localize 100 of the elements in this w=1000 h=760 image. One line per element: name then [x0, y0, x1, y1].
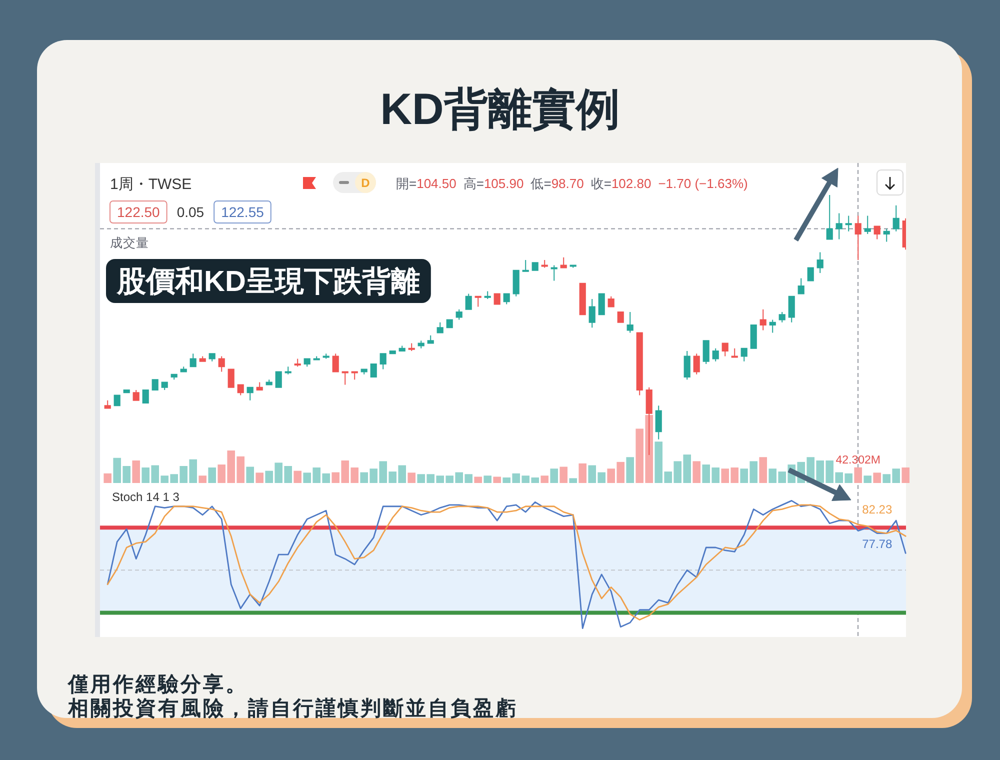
candlestick: [512, 270, 520, 297]
candlestick: [503, 293, 510, 305]
candlestick: [456, 308, 462, 320]
chart-title: Stoch 14 1 3: [112, 490, 180, 504]
candlestick: [598, 293, 605, 316]
candlestick: [864, 215, 871, 234]
candlestick: [532, 262, 538, 271]
bar: [550, 468, 558, 483]
bar: [540, 476, 548, 483]
candlestick: [370, 364, 377, 378]
text: 低=98.70: [530, 176, 584, 191]
text: −1.70 (−1.63%): [658, 176, 748, 191]
candlestick: [760, 308, 766, 331]
candlestick: [684, 350, 690, 380]
candlestick: [826, 194, 833, 240]
text: 收=102.80: [590, 176, 652, 191]
candlestick: [617, 312, 624, 323]
candlestick: [380, 353, 386, 370]
text: 開=104.50: [396, 176, 456, 191]
chart-title: 成交量: [110, 235, 149, 250]
candlestick: [446, 319, 453, 328]
candlestick: [237, 384, 244, 396]
bar: [626, 457, 634, 483]
candlestick: [740, 348, 748, 362]
candlestick: [418, 340, 424, 349]
bar: [256, 472, 264, 483]
data-label: 42.302M: [836, 454, 880, 466]
bar: [294, 470, 302, 483]
candlestick: [132, 390, 140, 401]
candlestick: [731, 348, 738, 358]
bar: [759, 457, 767, 483]
candlestick: [484, 290, 491, 300]
candlestick: [816, 252, 824, 274]
candlestick: [114, 394, 120, 406]
bar: [578, 463, 586, 483]
bar: [902, 467, 910, 483]
annotation: 股價和KD呈現下跌背離: [116, 266, 420, 298]
bar: [246, 466, 254, 483]
candlestick: [474, 296, 482, 308]
bar: [569, 478, 577, 483]
candlestick: [190, 353, 196, 368]
candlestick: [788, 296, 795, 323]
data-label: 82.23: [862, 502, 892, 516]
bar: [198, 476, 206, 483]
candlestick: [579, 282, 586, 316]
candlestick: [608, 296, 614, 308]
candlestick: [883, 228, 890, 242]
candlestick: [398, 345, 406, 352]
candlestick: [228, 368, 234, 388]
candlestick: [246, 386, 254, 401]
chart-subtitle: 1周・TWSE: [110, 176, 192, 193]
candlestick: [750, 324, 757, 349]
candlestick: [322, 353, 330, 360]
candlestick: [522, 260, 529, 272]
text: 相關投資有風險，請自行謹慎判斷並自負盈虧: [67, 697, 518, 720]
bar: [104, 473, 112, 483]
annotation: 122.50: [117, 204, 160, 220]
candlestick: [465, 293, 472, 310]
candlestick: [351, 371, 358, 380]
candlestick: [854, 215, 862, 260]
bar: [873, 472, 881, 483]
candlestick: [104, 400, 111, 409]
candlestick: [161, 382, 168, 390]
candlestick: [275, 371, 282, 388]
bar: [408, 472, 416, 483]
candlestick: [389, 350, 396, 354]
bar: [493, 476, 501, 483]
bar: [208, 467, 216, 483]
candlestick: [570, 264, 576, 268]
candlestick: [313, 356, 320, 360]
text: 高=105.90: [463, 176, 524, 191]
bar: [854, 467, 862, 483]
candlestick: [294, 358, 301, 368]
candlestick: [550, 264, 558, 282]
candlestick: [332, 353, 339, 372]
candlestick: [541, 260, 548, 268]
candlestick: [208, 353, 216, 362]
bar: [692, 461, 700, 483]
candlestick: [266, 379, 272, 386]
candlestick: [199, 356, 206, 362]
candlestick: [256, 382, 263, 390]
bar: [474, 476, 482, 483]
candlestick: [152, 379, 158, 390]
candlestick: [588, 298, 596, 328]
candlestick: [123, 390, 130, 394]
candlestick: [892, 204, 900, 232]
text: D: [361, 176, 370, 190]
candlestick: [560, 256, 567, 268]
candlestick: [170, 374, 178, 380]
candlestick: [807, 267, 814, 282]
candlestick: [636, 332, 643, 396]
annotation: 122.55: [221, 204, 264, 220]
candlestick: [769, 319, 776, 334]
candlestick: [427, 334, 434, 344]
candlestick: [360, 368, 368, 375]
bar: [864, 476, 872, 483]
text: 僅用作經驗分享。: [67, 672, 248, 696]
annotation: 0.05: [176, 204, 204, 220]
candlestick: [626, 312, 634, 334]
bar: [484, 476, 492, 483]
